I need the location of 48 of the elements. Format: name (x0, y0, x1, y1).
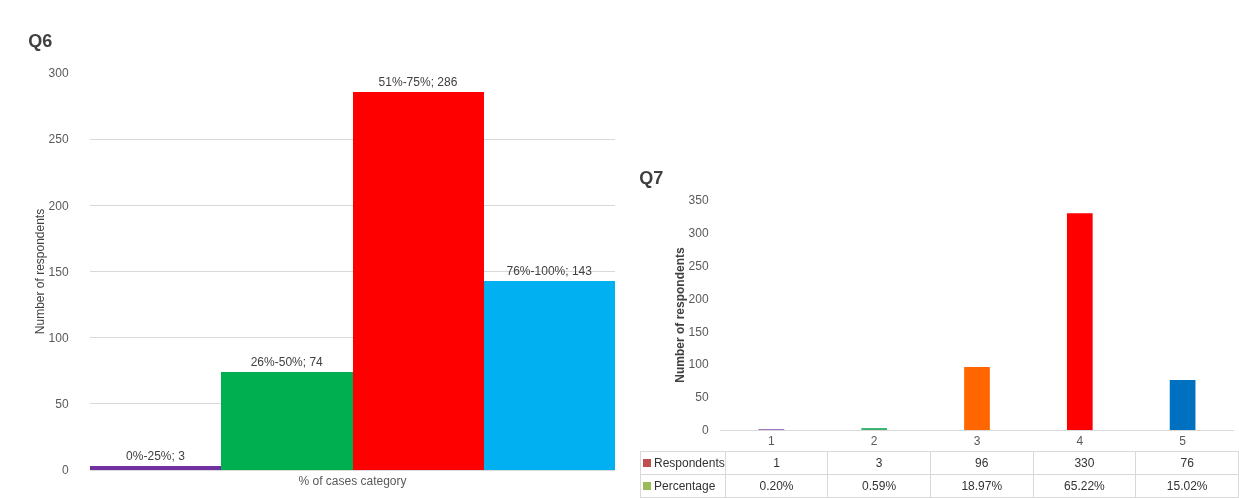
bar (221, 372, 353, 470)
text: 0.59% (827, 474, 931, 498)
y-tick-label: 150 (48, 264, 69, 279)
x-tick-label: 5 (1179, 434, 1187, 449)
x-axis-title: % of cases category (298, 474, 407, 489)
text: 15.02% (1135, 474, 1239, 498)
y-tick-label: 50 (55, 397, 69, 412)
y-tick-label: 250 (48, 132, 69, 147)
y-tick-label: 100 (48, 330, 69, 345)
chart-title: Q7 (639, 167, 664, 188)
bar (964, 366, 990, 430)
bar (90, 466, 222, 470)
y-axis-title: Number of respondents (32, 208, 47, 335)
data-label: 330 (1033, 451, 1136, 475)
text: Respondents (654, 456, 725, 470)
y-tick-label: 150 (688, 324, 709, 339)
y-tick-label: 350 (688, 193, 709, 208)
data-label: 26%-50%; 74 (250, 355, 324, 370)
x-tick-label: 4 (1076, 434, 1084, 449)
y-tick-label: 250 (688, 258, 709, 273)
y-tick-label: 0 (61, 463, 69, 478)
y-tick-label: 100 (688, 357, 709, 372)
data-label: 3 (827, 451, 931, 475)
data-label: 51%-75%; 286 (378, 74, 458, 89)
y-tick-label: 200 (48, 198, 69, 213)
chart-title: Q6 (28, 31, 53, 52)
text: 65.22% (1033, 474, 1136, 498)
data-label: 96 (930, 451, 1034, 475)
x-tick-label: 2 (870, 434, 878, 449)
text: 18.97% (930, 474, 1034, 498)
y-tick-label: 200 (688, 291, 709, 306)
text: 0.20% (725, 474, 828, 498)
bar (1066, 213, 1093, 430)
y-tick-label: 0 (701, 423, 709, 438)
text: Percentage (654, 479, 716, 493)
y-tick-label: 300 (688, 226, 709, 241)
bar (1169, 380, 1196, 430)
y-axis-title: Number of respondents (672, 247, 687, 383)
bar (352, 91, 484, 470)
data-label: 76 (1135, 451, 1239, 475)
data-label: 76%-100%; 143 (506, 263, 593, 278)
data-label: 1 (725, 451, 828, 475)
y-tick-label: 50 (695, 390, 709, 405)
data-label: 0%-25%; 3 (126, 449, 186, 464)
x-tick-label: 1 (768, 434, 776, 449)
x-tick-label: 3 (973, 434, 981, 449)
y-tick-label: 300 (48, 66, 69, 81)
bar (483, 280, 615, 470)
